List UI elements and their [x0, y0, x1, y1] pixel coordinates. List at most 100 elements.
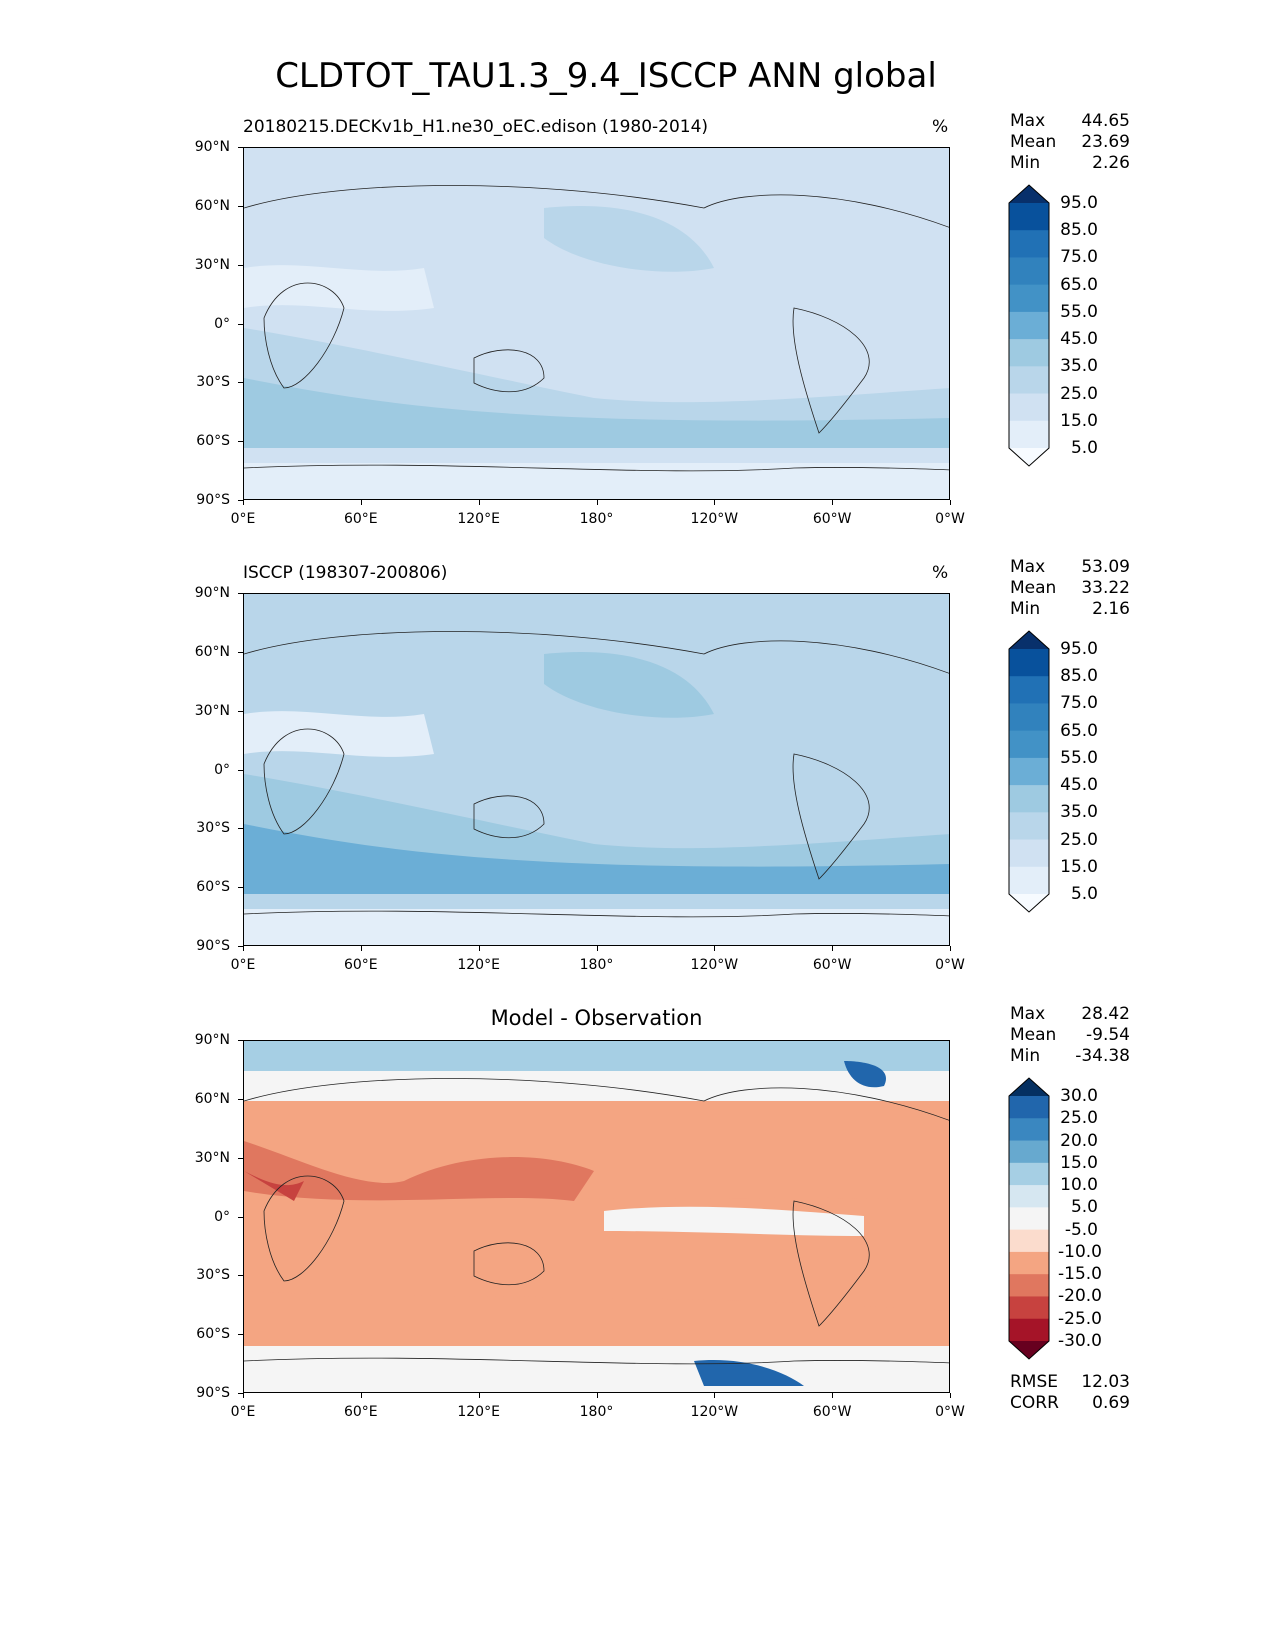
panel-difference: Model - Observation 90°N 60°N 30°N 0° 30°S 60…	[0, 1004, 1275, 1480]
colorbar-segment	[1009, 1251, 1049, 1275]
colorbar-segment	[1009, 866, 1049, 895]
coastline-north	[244, 1078, 949, 1121]
lon-tick-mark	[360, 1393, 362, 1398]
colorbar-segment	[1009, 366, 1049, 395]
stat-value: 53.09	[1081, 557, 1130, 577]
lon-tick-label: 120°E	[457, 1404, 500, 1420]
colorbar-segment	[1009, 757, 1049, 786]
lat-tick-label: 60°N	[194, 197, 230, 214]
lon-tick-mark	[478, 500, 480, 505]
lon-tick-label: 120°W	[690, 511, 739, 527]
colorbar-segment	[1009, 812, 1049, 841]
lon-tick-label: 0°W	[935, 511, 965, 527]
lon-tick-label: 60°W	[812, 1404, 852, 1420]
colorbar-segment	[1009, 703, 1049, 732]
lon-tick-mark	[596, 500, 598, 505]
colorbar-tick-label: 65.0	[1060, 720, 1098, 741]
lat-tick-label: 0°	[214, 761, 230, 778]
colorbar-segment	[1009, 257, 1049, 286]
lon-tick-mark	[714, 1393, 716, 1398]
coastline-australia	[473, 1242, 545, 1286]
field-band	[244, 148, 949, 188]
field-band	[244, 463, 949, 499]
lon-tick-label: 60°W	[812, 957, 852, 973]
lon-tick-label: 0°E	[230, 1404, 256, 1420]
panel-observation: ISCCP (198307-200806) % 90°N 60°N 30°N 0° 30…	[0, 557, 1275, 1033]
lon-tick-label: 0°W	[935, 957, 965, 973]
lon-tick-mark	[360, 500, 362, 505]
field-band	[694, 1360, 804, 1386]
colorbar-tick-label: -20.0	[1058, 1286, 1102, 1307]
colorbar-tick-label: 25.0	[1060, 383, 1098, 404]
stat-value: 44.65	[1081, 111, 1130, 131]
colorbar-segment	[1009, 730, 1049, 759]
metric-label: CORR	[1010, 1393, 1059, 1413]
colorbar-segment	[1009, 676, 1049, 704]
colorbar-tick-label: -30.0	[1058, 1331, 1102, 1351]
colorbar-segment	[1009, 420, 1049, 449]
lat-tick-label: 90°S	[196, 492, 230, 508]
metric-value: 12.03	[1081, 1372, 1130, 1392]
colorbar-segment	[1009, 1162, 1049, 1186]
lat-tick-label: 30°N	[194, 256, 230, 273]
field-band	[244, 1291, 949, 1346]
lat-tick-label: 30°S	[196, 1267, 230, 1284]
stat-label: Mean	[1010, 578, 1057, 598]
colorbar-tick-label: 55.0	[1060, 301, 1098, 322]
stat-max: Max 28.42	[1010, 1004, 1130, 1025]
map-svg	[244, 1041, 949, 1392]
lon-tick-mark	[714, 946, 716, 951]
field-band	[244, 594, 949, 634]
colorbar-tick-label: 35.0	[1060, 802, 1098, 823]
stat-label: Mean	[1010, 132, 1057, 152]
lon-tick-mark	[243, 1393, 244, 1398]
colorbar-segment	[1009, 1296, 1049, 1320]
lat-tick-label: 0°	[214, 315, 230, 332]
stat-max: Max 53.09	[1010, 557, 1130, 578]
coastline-australia	[473, 795, 545, 839]
lon-tick-mark	[360, 946, 362, 951]
lon-tick-mark	[950, 500, 951, 505]
stat-value: 33.22	[1081, 578, 1130, 598]
coastline-africa	[263, 1175, 345, 1282]
lon-tick-label: 60°W	[812, 511, 852, 527]
stat-label: Mean	[1010, 1025, 1057, 1045]
field-band	[544, 652, 714, 718]
lon-tick-mark	[832, 1393, 834, 1398]
colorbar-extend-min	[1009, 448, 1049, 466]
colorbar-tick-label: 95.0	[1060, 193, 1098, 213]
lat-tick-mark	[238, 205, 243, 207]
lon-tick-label: 120°E	[457, 511, 500, 527]
lat-tick-mark	[238, 710, 243, 712]
colorbar-segment	[1009, 1318, 1049, 1342]
lat-tick-label: 60°S	[196, 879, 230, 896]
colorbar-segment	[1009, 203, 1049, 231]
colorbar-extend-max	[1009, 1078, 1049, 1096]
colorbar-segment	[1009, 339, 1049, 367]
colorbar-tick-label: 20.0	[1060, 1130, 1098, 1151]
lat-tick-mark	[238, 1157, 243, 1159]
map-plot	[243, 593, 950, 946]
colorbar-extend-min	[1009, 1341, 1049, 1359]
panel-title: Model - Observation	[490, 1006, 703, 1030]
stat-value: 23.69	[1081, 132, 1130, 152]
lat-tick-mark	[238, 441, 243, 443]
lon-tick-label: 120°E	[457, 957, 500, 973]
lon-tick-mark	[596, 946, 598, 951]
lon-tick-mark	[243, 946, 244, 951]
field-band	[244, 1141, 594, 1201]
colorbar-extend-max	[1009, 631, 1049, 649]
map-plot	[243, 147, 950, 500]
colorbar-segment	[1009, 1207, 1049, 1231]
colorbar-tick-label: 25.0	[1060, 1108, 1098, 1129]
colorbar-outline	[1008, 630, 1050, 913]
colorbar-tick-label: 5.0	[1070, 884, 1098, 904]
colorbar-tick-label: 95.0	[1060, 639, 1098, 659]
colorbar-segment	[1009, 311, 1049, 340]
lon-tick-mark	[596, 1393, 598, 1398]
colorbar-tick-label: 25.0	[1060, 829, 1098, 850]
lat-tick-label: 30°S	[196, 374, 230, 391]
field-band	[244, 711, 434, 757]
field-band	[844, 1061, 886, 1088]
